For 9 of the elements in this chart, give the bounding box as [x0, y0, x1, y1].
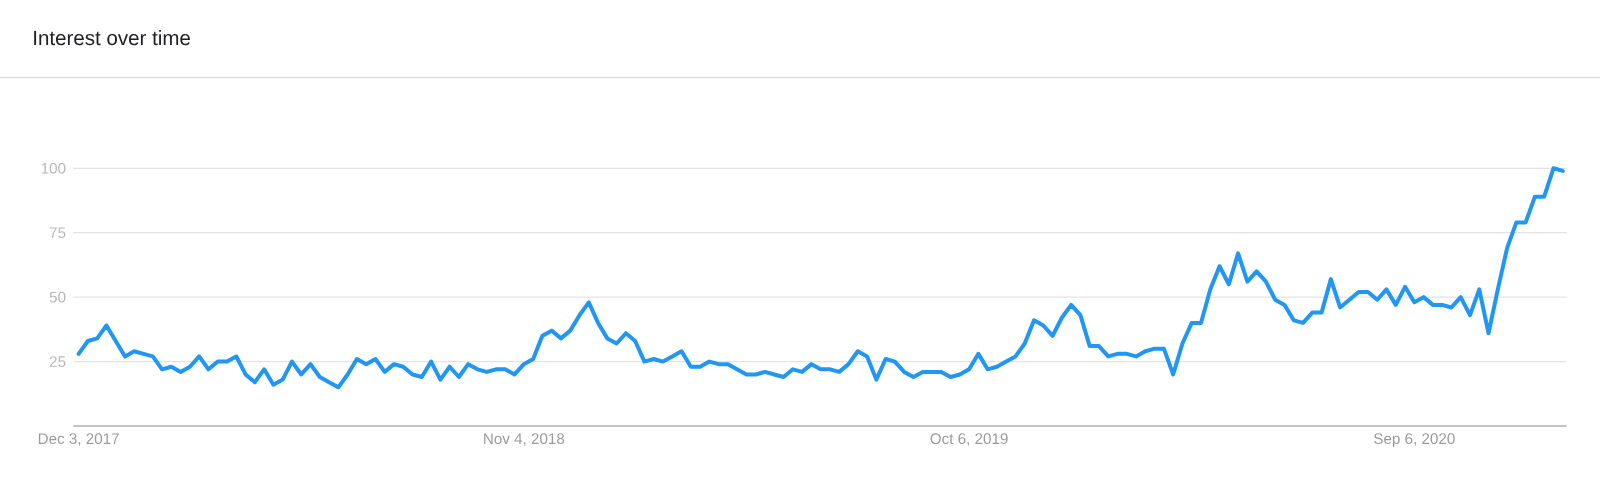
y-tick-label: 100	[41, 162, 66, 174]
x-tick-label: Oct 6, 2019	[930, 433, 1008, 446]
x-tick-label: Sep 6, 2020	[1374, 433, 1455, 448]
y-tick-label: 25	[49, 356, 66, 367]
y-tick-label: 50	[49, 291, 66, 303]
x-tick-label: Dec 3, 2017	[38, 433, 119, 446]
chart-title: Interest over time	[34, 30, 190, 46]
x-tick-label: Nov 4, 2018	[484, 433, 565, 446]
y-tick-label: 75	[49, 227, 66, 239]
